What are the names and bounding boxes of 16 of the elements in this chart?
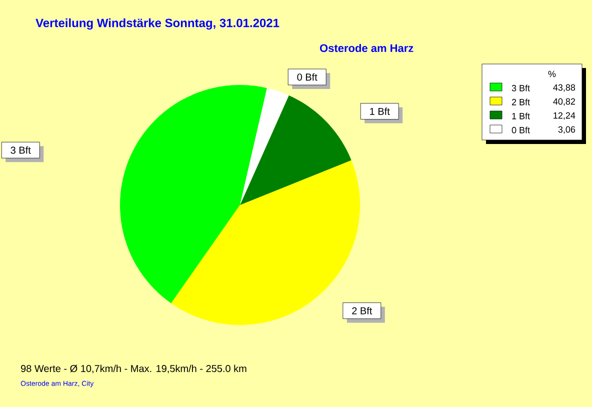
legend-label: 3 Bft <box>512 84 530 92</box>
legend-label: 0 Bft <box>512 126 530 134</box>
legend-title: % <box>548 70 556 78</box>
text: 98 Werte - Ø 10,7km/h - Max. 19,5km/h - 255.0 km <box>21 364 246 374</box>
slice-label: 3 Bft <box>10 146 31 154</box>
slice-label: 0 Bft <box>297 73 318 81</box>
slice-label: 2 Bft <box>352 307 372 314</box>
legend-label: 1 Bft <box>512 112 530 120</box>
legend-label: 2 Bft <box>512 98 530 106</box>
category-label: 1 Bft <box>370 108 390 115</box>
data-label: 12,24 <box>554 112 576 120</box>
data-label: 43,88 <box>553 84 576 92</box>
chart-subtitle: Osterode am Harz <box>320 44 414 52</box>
chart-title: Verteilung Windstärke Sonntag, 31.01.2021 <box>36 18 280 30</box>
data-label: 40,82 <box>553 98 575 106</box>
data-label: 3,06 <box>558 126 576 134</box>
